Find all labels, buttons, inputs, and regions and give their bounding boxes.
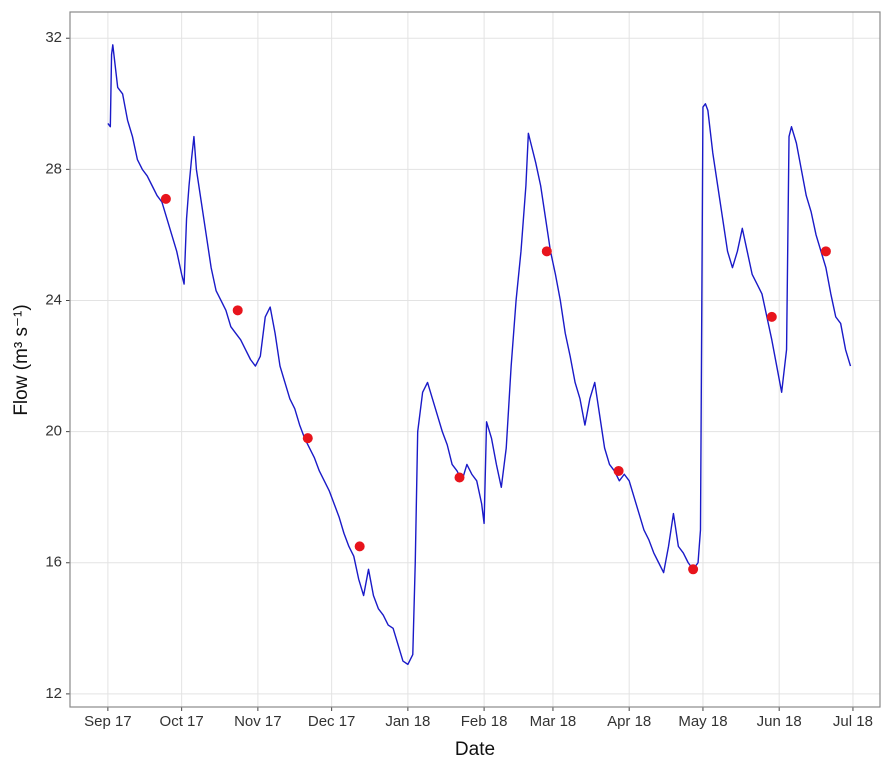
x-tick-label: Apr 18 — [607, 713, 651, 730]
x-tick-label: May 18 — [678, 713, 727, 730]
sample-point — [354, 541, 365, 552]
y-tick-label: 24 — [45, 291, 62, 308]
sample-point — [613, 465, 624, 476]
x-tick-label: Jul 18 — [833, 713, 873, 730]
sample-point — [160, 193, 171, 204]
flow-line — [107, 44, 852, 666]
x-tick-label: Oct 17 — [160, 713, 204, 730]
x-axis-title: Date — [455, 739, 495, 760]
sample-point — [688, 564, 699, 575]
y-tick-label: 28 — [45, 160, 62, 177]
x-tick-label: Dec 17 — [308, 713, 356, 730]
sample-point — [232, 305, 243, 316]
x-tick-label: Sep 17 — [84, 713, 132, 730]
x-tick-label: Mar 18 — [530, 713, 577, 730]
y-tick-label: 12 — [45, 685, 62, 702]
sample-point — [766, 311, 777, 322]
plot-border — [69, 11, 881, 708]
x-tick-label: Feb 18 — [461, 713, 508, 730]
x-tick-label: Jun 18 — [757, 713, 802, 730]
sample-point — [541, 246, 552, 257]
y-axis-title: Flow (m³ s⁻¹) — [11, 304, 32, 415]
y-tick-label: 16 — [45, 554, 62, 571]
x-tick-label: Jan 18 — [385, 713, 430, 730]
y-tick-label: 20 — [45, 423, 62, 440]
x-tick-label: Nov 17 — [234, 713, 282, 730]
sample-point — [302, 433, 313, 444]
sample-point — [454, 472, 465, 483]
sample-point — [820, 246, 831, 257]
y-tick-label: 32 — [45, 29, 62, 46]
